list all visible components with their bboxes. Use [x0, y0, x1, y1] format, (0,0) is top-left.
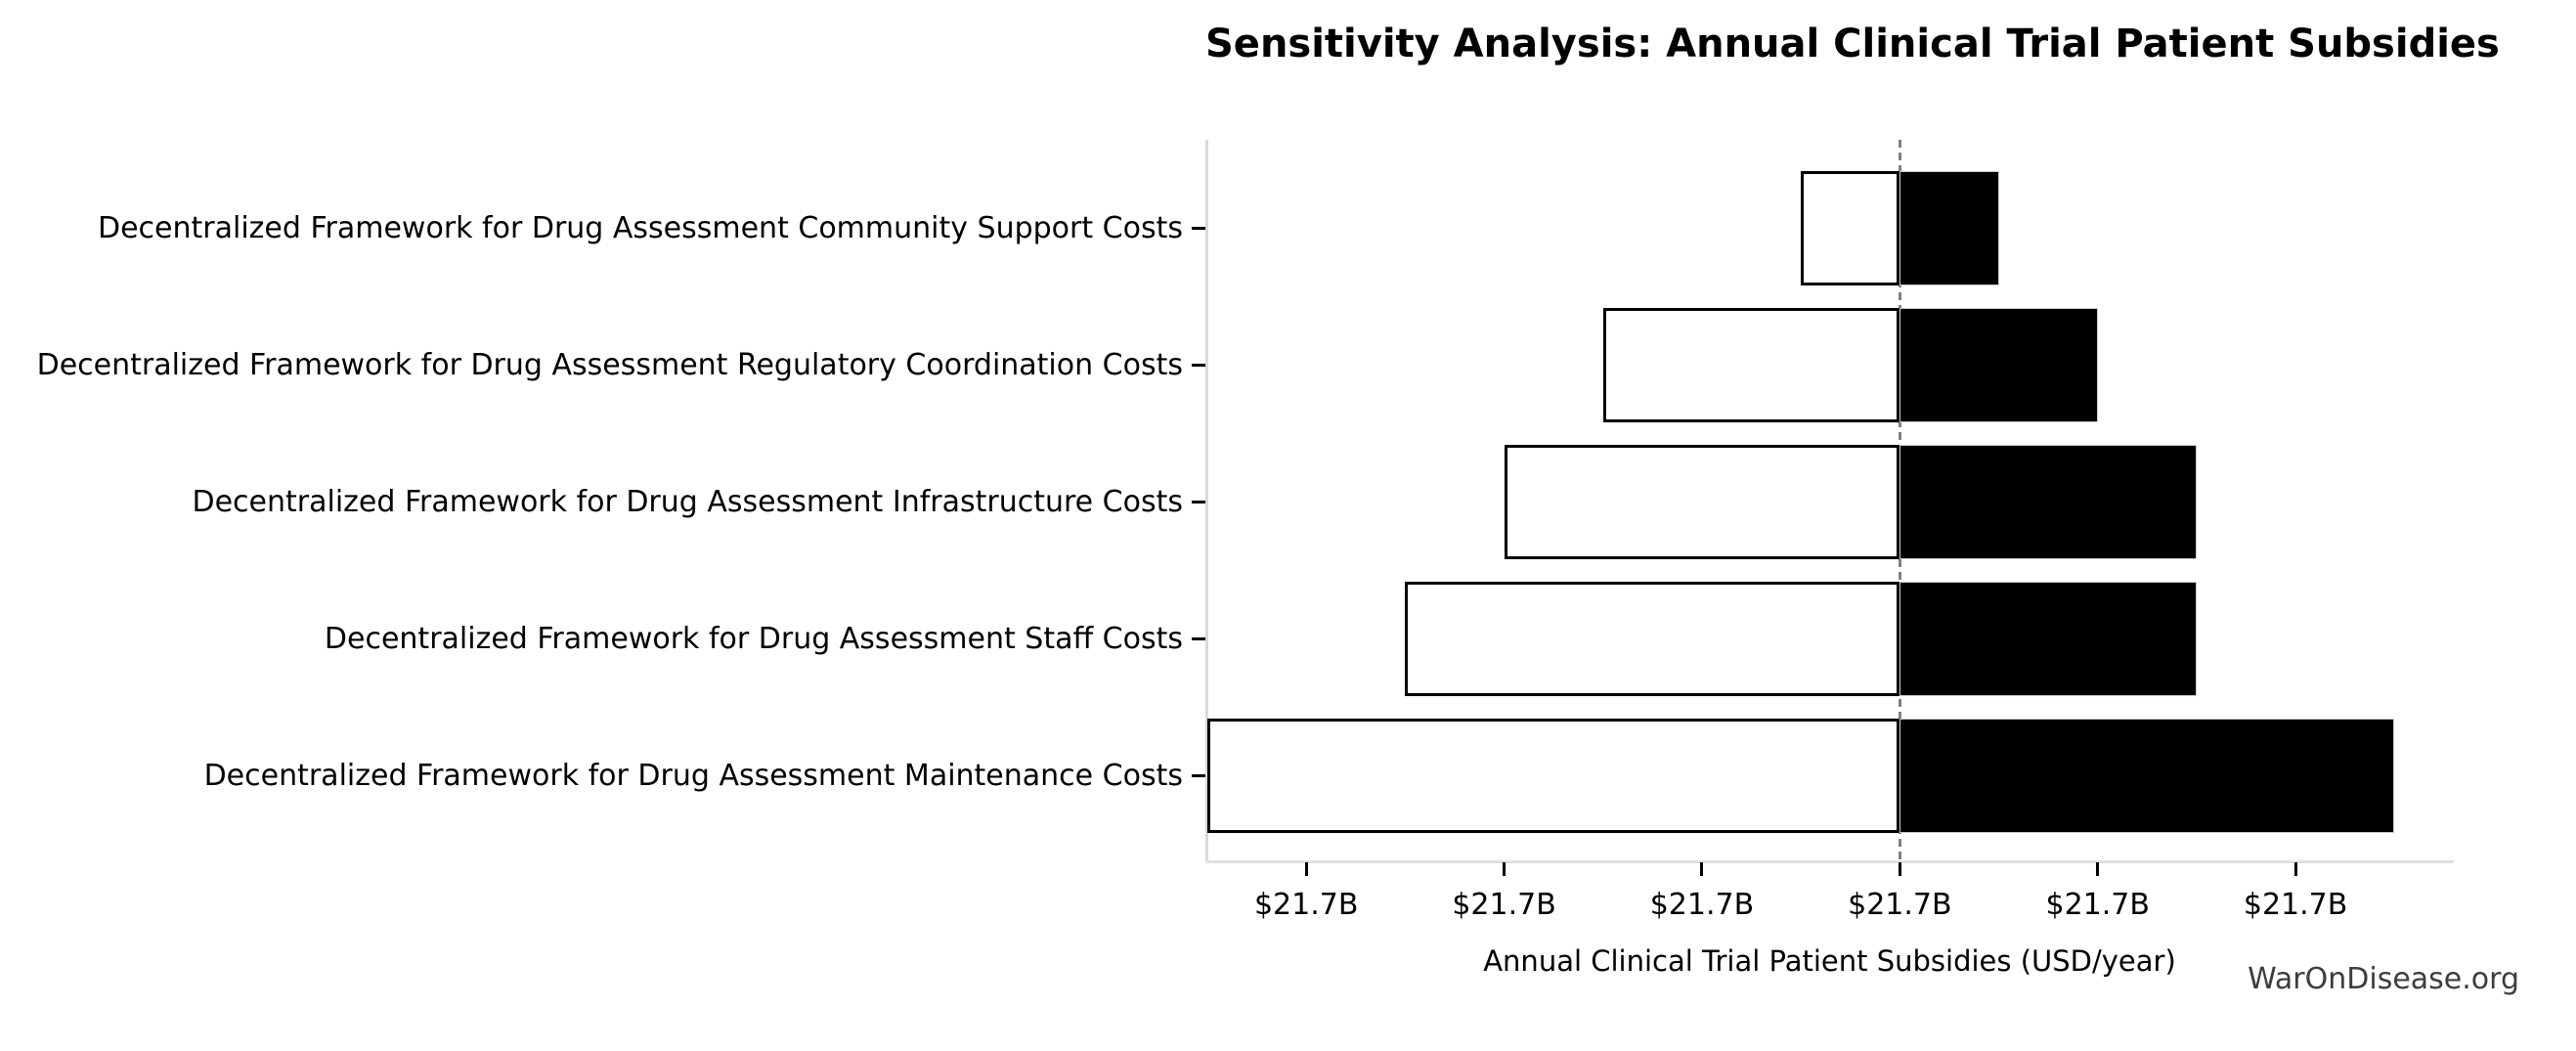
x-tick-label: $21.7B — [2243, 888, 2348, 922]
x-tick-mark — [1700, 862, 1704, 876]
y-tick-mark — [1192, 501, 1205, 504]
y-axis-label: Decentralized Framework for Drug Assessm… — [324, 621, 1183, 656]
bar-low — [1602, 308, 1900, 422]
x-tick-label: $21.7B — [1452, 888, 1556, 922]
x-tick-mark — [1503, 862, 1506, 876]
y-axis-label: Decentralized Framework for Drug Assessm… — [98, 210, 1183, 245]
bar-high — [1899, 308, 2098, 422]
y-axis-label: Decentralized Framework for Drug Assessm… — [203, 758, 1183, 793]
y-tick-mark — [1192, 637, 1205, 640]
x-tick-mark — [2293, 862, 2297, 876]
bar-high — [1899, 719, 2395, 833]
x-tick-label: $21.7B — [1253, 888, 1359, 922]
watermark: WarOnDisease.org — [2248, 962, 2519, 996]
bottom-axis-spine — [1205, 860, 2454, 863]
x-tick-mark — [1304, 862, 1308, 876]
y-axis-label: Decentralized Framework for Drug Assessm… — [36, 347, 1183, 382]
chart-title: Sensitivity Analysis: Annual Clinical Tr… — [1205, 22, 2500, 66]
bar-high — [1899, 582, 2197, 696]
y-tick-mark — [1192, 364, 1205, 367]
y-axis-label: Decentralized Framework for Drug Assessm… — [192, 484, 1183, 519]
x-tick-label: $21.7B — [1848, 888, 1952, 922]
y-tick-mark — [1192, 774, 1205, 777]
x-axis-label: Annual Clinical Trial Patient Subsidies … — [1483, 944, 2176, 978]
left-axis-spine — [1205, 140, 1208, 862]
y-tick-mark — [1192, 227, 1205, 230]
bar-high — [1899, 445, 2197, 559]
x-tick-label: $21.7B — [2045, 888, 2150, 922]
bar-low — [1504, 445, 1900, 559]
bar-low — [1801, 171, 1900, 285]
x-tick-label: $21.7B — [1649, 888, 1755, 922]
bar-low — [1207, 719, 1900, 833]
x-tick-mark — [2096, 862, 2100, 876]
bar-low — [1405, 582, 1900, 696]
x-tick-mark — [1898, 862, 1901, 876]
bar-high — [1899, 171, 1999, 285]
